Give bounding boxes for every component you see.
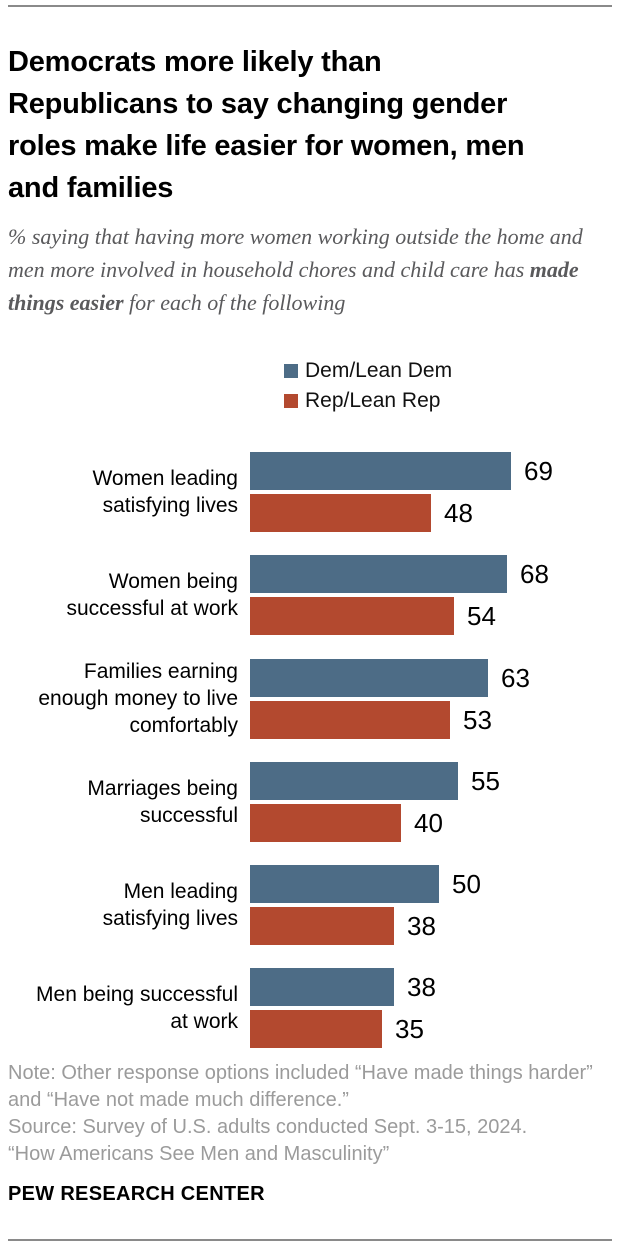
dem-value-label: 55 [471, 766, 500, 796]
chart-groups: Women leading satisfying lives 69 48 Wome… [0, 452, 620, 1048]
footer-notes: Note: Other response options included “H… [8, 1060, 614, 1168]
rep-bar-row: 40 [250, 804, 620, 842]
dem-value-label: 69 [524, 456, 553, 486]
rep-bar-row: 35 [250, 1010, 620, 1048]
legend-label-rep: Rep/Lean Rep [305, 389, 441, 412]
dem-bar-row: 68 [250, 555, 620, 593]
bar-pair: 68 54 [250, 555, 620, 635]
top-rule [8, 5, 612, 7]
category-label: Families earning enough money to live comf… [38, 660, 238, 737]
rep-bar [250, 1010, 382, 1048]
rep-value-label: 35 [395, 1014, 424, 1044]
dem-value-label: 63 [501, 662, 530, 693]
subtitle-text: for each of the following [123, 290, 346, 315]
pew-research-center-wordmark: PEW RESEARCH CENTER [8, 1183, 265, 1205]
rep-bar [250, 700, 450, 739]
rep-bar-row: 53 [250, 700, 620, 739]
title-line: Democrats more likely than [8, 46, 382, 79]
category-label: Women leading satisfying lives [92, 467, 238, 517]
dem-value-label: 38 [407, 972, 436, 1002]
title-line: and families [8, 172, 174, 205]
rep-bar-row: 38 [250, 907, 620, 945]
title-line: roles make life easier for women, men [8, 130, 525, 163]
bar-pair: 38 35 [250, 968, 620, 1048]
dem-value-label: 50 [452, 869, 481, 899]
dem-bar [250, 452, 511, 490]
dem-bar-row: 55 [250, 762, 620, 800]
legend-label-dem: Dem/Lean Dem [305, 359, 453, 382]
category-label: Women being successful at work [66, 570, 238, 620]
category-label: Marriages being successful [87, 777, 238, 827]
legend-item-dem: Dem/Lean Dem [284, 360, 452, 382]
rep-value-label: 38 [407, 911, 436, 941]
bar-pair: 50 38 [250, 865, 620, 945]
note-text: Note: Other response options included “H… [8, 1062, 593, 1111]
bar-pair: 69 48 [250, 452, 620, 532]
rep-bar [250, 907, 394, 945]
category-label: Men being successful at work [36, 983, 238, 1033]
rep-bar [250, 494, 431, 532]
dem-bar-row: 50 [250, 865, 620, 903]
bottom-rule [8, 1239, 612, 1241]
dem-bar [250, 865, 439, 903]
category-label: Men leading satisfying lives [102, 880, 238, 930]
bar-group: Men being successful at work 38 35 [0, 968, 620, 1048]
rep-bar-row: 54 [250, 597, 620, 635]
rep-swatch-icon [284, 394, 298, 408]
rep-bar [250, 804, 401, 842]
dem-swatch-icon [284, 364, 298, 378]
bar-group: Women being successful at work 68 54 [0, 555, 620, 635]
dem-bar-row: 63 [250, 658, 620, 697]
dem-bar-row: 38 [250, 968, 620, 1006]
dem-value-label: 68 [520, 559, 549, 589]
rep-bar [250, 597, 454, 635]
rep-value-label: 54 [467, 601, 496, 631]
dem-bar [250, 658, 488, 697]
bar-group: Men leading satisfying lives 50 38 [0, 865, 620, 945]
bar-pair: 55 40 [250, 762, 620, 842]
source-text: Source: Survey of U.S. adults conducted … [8, 1116, 528, 1138]
bar-pair: 63 53 [250, 658, 620, 739]
bar-group: Women leading satisfying lives 69 48 [0, 452, 620, 532]
bar-group: Families earning enough money to live comf… [0, 658, 620, 739]
bar-group: Marriages being successful 55 40 [0, 762, 620, 842]
dem-bar [250, 555, 507, 593]
rep-value-label: 40 [414, 808, 443, 838]
dem-bar [250, 968, 394, 1006]
legend-item-rep: Rep/Lean Rep [284, 390, 452, 412]
legend: Dem/Lean Dem Rep/Lean Rep [284, 360, 452, 412]
chart-subtitle: % saying that having more women working … [8, 220, 583, 319]
rep-value-label: 48 [444, 498, 473, 528]
subtitle-bold-text: made things easier [8, 257, 579, 315]
report-title-text: “How Americans See Men and Masculinity” [8, 1143, 390, 1165]
chart-title: Democrats more likely than Republicans t… [8, 41, 614, 209]
subtitle-text: % saying that having more women working … [8, 224, 583, 282]
dem-bar-row: 69 [250, 452, 620, 490]
rep-bar-row: 48 [250, 494, 620, 532]
rep-value-label: 53 [463, 704, 492, 735]
dem-bar [250, 762, 458, 800]
title-line: Republicans to say changing gender [8, 88, 508, 121]
bar-chart: Women leading satisfying lives 69 48 Wome… [0, 452, 620, 1048]
